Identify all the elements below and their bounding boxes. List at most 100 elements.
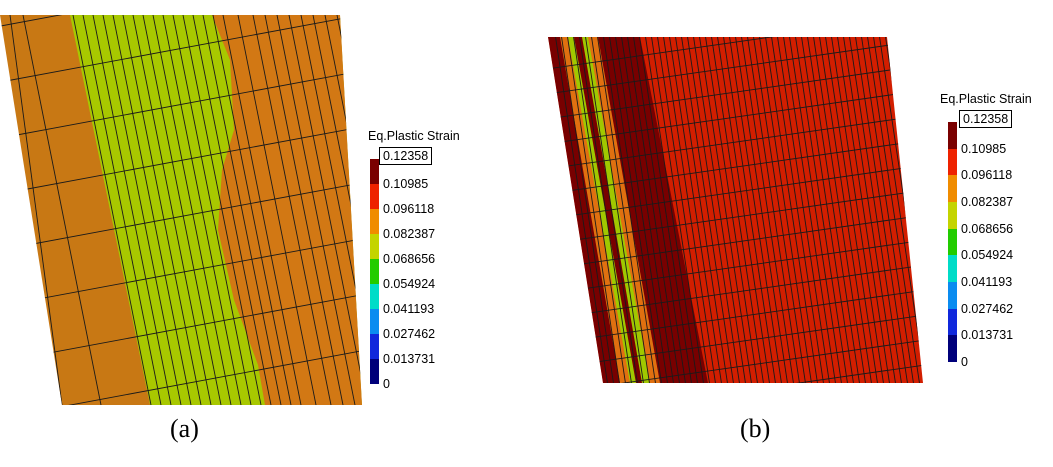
mesh-line xyxy=(819,37,891,383)
mesh-line xyxy=(795,37,867,383)
mesh-line xyxy=(548,134,923,196)
mesh-line xyxy=(567,37,639,383)
legend-tick-label: 0.013731 xyxy=(383,352,436,366)
caption-panel-b: (b) xyxy=(740,414,771,443)
legend-colorbar xyxy=(370,159,379,384)
legend-swatch xyxy=(948,255,957,282)
mesh-line xyxy=(285,15,362,405)
mesh-line xyxy=(675,37,747,383)
legend-swatch xyxy=(370,334,379,359)
mesh-line xyxy=(548,259,923,321)
legend-tick-label: 0.10985 xyxy=(383,177,429,191)
mesh-line xyxy=(548,184,923,246)
mesh-line xyxy=(783,37,855,383)
mesh-line xyxy=(321,15,362,405)
legend-tick-label: 0.096118 xyxy=(961,168,1013,183)
mesh-line xyxy=(19,15,114,405)
mesh-line xyxy=(548,159,923,221)
mesh-line xyxy=(219,15,314,405)
legend-swatch xyxy=(370,159,379,184)
legend-swatch xyxy=(948,282,957,309)
legend-colorbar xyxy=(948,122,957,362)
legend-tick-label: 0.10985 xyxy=(961,141,1007,156)
legend-tick-label: 0.027462 xyxy=(961,301,1014,316)
mesh-line xyxy=(711,37,783,383)
mesh-line xyxy=(234,15,329,405)
mesh-line xyxy=(0,227,362,309)
mesh-line xyxy=(597,37,669,383)
mesh-line xyxy=(777,37,849,383)
mesh-line xyxy=(548,84,923,146)
legend-title: Eq.Plastic Strain xyxy=(940,92,1032,106)
legend-swatch xyxy=(948,148,957,176)
mesh-line xyxy=(555,37,627,383)
mesh-line xyxy=(897,37,923,383)
legend-title: Eq.Plastic Strain xyxy=(368,129,460,143)
mesh-line xyxy=(633,37,705,383)
mesh-line xyxy=(249,15,344,405)
mesh-line xyxy=(548,309,923,371)
mesh-line xyxy=(771,37,843,383)
mesh-line xyxy=(867,37,923,383)
mesh-line xyxy=(149,15,244,405)
legend-tick-label: 0.041193 xyxy=(961,275,1013,289)
mesh-line xyxy=(807,37,879,383)
mesh-line xyxy=(297,15,362,405)
mesh-line xyxy=(693,37,765,383)
mesh-line xyxy=(717,37,789,383)
mesh-line xyxy=(0,283,362,365)
mesh-line xyxy=(169,15,264,405)
mesh-edge xyxy=(9,15,63,405)
legend-swatch xyxy=(370,284,379,309)
mesh-line xyxy=(561,37,633,383)
mesh-line xyxy=(687,37,759,383)
mesh-line xyxy=(699,37,771,383)
mesh-line xyxy=(179,15,274,405)
mesh-line xyxy=(831,37,903,383)
legend-swatch xyxy=(948,335,957,362)
legend-tick-label: 0.054924 xyxy=(383,277,436,291)
mesh-line xyxy=(747,37,819,383)
mesh-line xyxy=(837,37,909,383)
legend-tick-label: 0.096118 xyxy=(383,202,435,216)
mesh-region-right xyxy=(212,15,362,405)
mesh-line xyxy=(657,37,729,383)
mesh-line xyxy=(129,15,224,405)
mesh-line xyxy=(548,37,923,71)
mesh-line xyxy=(548,359,923,383)
legend-swatch xyxy=(948,175,957,202)
mesh-line xyxy=(139,15,234,405)
mesh-line xyxy=(753,37,825,383)
legend-swatch xyxy=(948,202,957,229)
legend-swatch xyxy=(370,359,379,384)
mesh-line xyxy=(663,37,735,383)
mesh-line xyxy=(159,15,254,405)
mesh-line xyxy=(669,37,741,383)
caption-panel-a: (a) xyxy=(170,414,199,443)
mesh-line xyxy=(548,284,923,346)
mesh-line xyxy=(0,339,362,405)
mesh-line xyxy=(855,37,923,383)
legend-tick-label: 0.041193 xyxy=(383,302,435,316)
mesh-line xyxy=(741,37,813,383)
mesh-line xyxy=(199,15,294,405)
legend-swatch xyxy=(948,228,957,256)
legend-swatch xyxy=(948,308,957,336)
mesh-panel-a xyxy=(0,15,362,405)
mesh-line xyxy=(639,37,711,383)
mesh-line xyxy=(735,37,807,383)
legend-max-value: 0.12358 xyxy=(379,147,433,165)
legend-tick-label: 0.013731 xyxy=(961,328,1014,343)
mesh-line xyxy=(548,59,923,121)
mesh-line xyxy=(861,37,923,383)
mesh-line xyxy=(705,37,777,383)
legend-tick-label: 0.082387 xyxy=(383,227,436,241)
mesh-line xyxy=(0,395,362,405)
mesh-line xyxy=(651,37,723,383)
mesh-line xyxy=(548,109,923,171)
mesh-line xyxy=(0,171,362,253)
mesh-line xyxy=(261,15,356,405)
mesh-line xyxy=(603,37,675,383)
legend-swatch xyxy=(370,259,379,284)
